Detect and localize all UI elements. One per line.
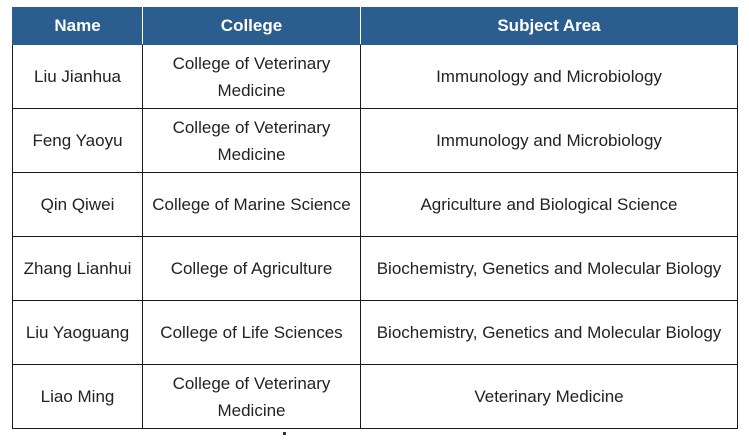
scholar-table-container: Name College Subject Area Liu Jianhua Co…: [12, 7, 749, 429]
table-row: Liao Ming College of Veterinary Medicine…: [12, 364, 738, 429]
cell-subject-area: Agriculture and Biological Science: [360, 172, 738, 237]
cell-subject-area: Immunology and Microbiology: [360, 44, 738, 109]
table-row: Qin Qiwei College of Marine Science Agri…: [12, 172, 738, 237]
cell-subject-area: Biochemistry, Genetics and Molecular Bio…: [360, 300, 738, 365]
table-row: Zhang Lianhui College of Agriculture Bio…: [12, 236, 738, 301]
cell-name: Liu Jianhua: [12, 44, 143, 109]
cell-name: Liao Ming: [12, 364, 143, 429]
cell-name: Zhang Lianhui: [12, 236, 143, 301]
cell-subject-area: Veterinary Medicine: [360, 364, 738, 429]
scholar-table: Name College Subject Area Liu Jianhua Co…: [12, 7, 738, 429]
header-name: Name: [12, 7, 143, 45]
cell-college: College of Marine Science: [142, 172, 361, 237]
cell-name: Feng Yaoyu: [12, 108, 143, 173]
cell-name: Qin Qiwei: [12, 172, 143, 237]
table-row: Liu Yaoguang College of Life Sciences Bi…: [12, 300, 738, 365]
table-header-row: Name College Subject Area: [12, 7, 738, 45]
cell-college: College of Life Sciences: [142, 300, 361, 365]
cell-college: College of Veterinary Medicine: [142, 108, 361, 173]
cell-subject-area: Biochemistry, Genetics and Molecular Bio…: [360, 236, 738, 301]
header-subject-area: Subject Area: [360, 7, 738, 45]
cell-name: Liu Yaoguang: [12, 300, 143, 365]
cell-college: College of Agriculture: [142, 236, 361, 301]
header-college: College: [142, 7, 361, 45]
cell-college: College of Veterinary Medicine: [142, 364, 361, 429]
table-row: Liu Jianhua College of Veterinary Medici…: [12, 44, 738, 109]
table-row: Feng Yaoyu College of Veterinary Medicin…: [12, 108, 738, 173]
stray-mark: [283, 432, 286, 435]
cell-college: College of Veterinary Medicine: [142, 44, 361, 109]
cell-subject-area: Immunology and Microbiology: [360, 108, 738, 173]
